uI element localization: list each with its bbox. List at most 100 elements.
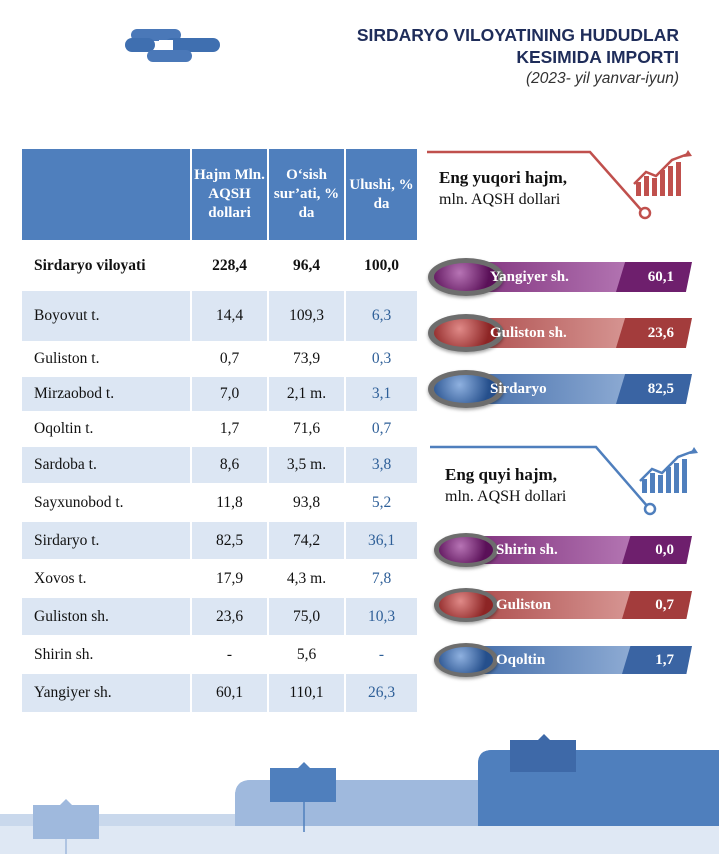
cell-share: 3,1	[344, 376, 417, 411]
cell-growth: 109,3	[267, 290, 344, 341]
cell-share: 0,3	[344, 341, 417, 376]
table-row: Xovos t. 17,9 4,3 m. 7,8	[22, 559, 417, 597]
top-item-1: Yangiyer sh. 60,1	[428, 258, 692, 296]
cell-share: 0,7	[344, 411, 417, 446]
ball-icon	[434, 643, 498, 677]
cell-name: Sirdaryo viloyati	[22, 240, 190, 290]
title-line-2: KESIMIDA IMPORTI	[516, 47, 679, 67]
table-row: Sayxunobod t. 11,8 93,8 5,2	[22, 483, 417, 521]
cell-volume: 82,5	[190, 521, 267, 559]
cell-growth: 110,1	[267, 673, 344, 712]
bottom-item-value: 0,0	[655, 542, 674, 558]
cell-growth: 74,2	[267, 521, 344, 559]
top-panel-frame	[427, 150, 652, 220]
cell-growth: 96,4	[267, 240, 344, 290]
rising-chart-icon	[639, 447, 698, 493]
cell-name: Boyovut t.	[22, 290, 190, 341]
table-row: Sirdaryo t. 82,5 74,2 36,1	[22, 521, 417, 559]
top-item-value: 82,5	[647, 381, 674, 397]
bottom-panel-heading: Eng quyi hajm, mln. AQSH dollari	[445, 465, 566, 506]
bottom-panel-subtitle: mln. AQSH dollari	[445, 488, 567, 505]
table-row: Sardoba t. 8,6 3,5 m. 3,8	[22, 446, 417, 483]
top-item-2: Guliston sh. 23,6	[428, 314, 692, 352]
cell-share: 26,3	[344, 673, 417, 712]
cell-volume: 11,8	[190, 483, 267, 521]
cell-share: 36,1	[344, 521, 417, 559]
cell-name: Xovos t.	[22, 559, 190, 597]
top-panel-subtitle: mln. AQSH dollari	[439, 191, 561, 208]
cell-volume: 23,6	[190, 597, 267, 635]
table-row-total: Sirdaryo viloyati 228,4 96,4 100,0	[22, 240, 417, 290]
cell-growth: 75,0	[267, 597, 344, 635]
cell-name: Yangiyer sh.	[22, 673, 190, 712]
cell-name: Guliston t.	[22, 341, 190, 376]
header-volume: Hajm Mln. AQSH dollari	[190, 149, 267, 240]
top-item-value: 23,6	[647, 325, 674, 341]
bottom-panel-title: Eng quyi hajm,	[445, 465, 557, 484]
rising-chart-icon	[633, 150, 692, 196]
table-row: Guliston t. 0,7 73,9 0,3	[22, 341, 417, 376]
cell-volume: -	[190, 635, 267, 673]
header-growth: O‘sish sur’ati, % da	[267, 149, 344, 240]
top-panel-heading: Eng yuqori hajm, mln. AQSH dollari	[439, 168, 567, 209]
ball-icon	[434, 588, 498, 622]
cell-volume: 60,1	[190, 673, 267, 712]
table-row: Shirin sh. -5,6-	[22, 635, 417, 673]
cell-volume: 14,4	[190, 290, 267, 341]
cell-growth: 71,6	[267, 411, 344, 446]
cell-share: 7,8	[344, 559, 417, 597]
cell-name: Sirdaryo t.	[22, 521, 190, 559]
table-header-row: Hajm Mln. AQSH dollari O‘sish sur’ati, %…	[22, 149, 417, 240]
ball-icon	[428, 314, 504, 352]
top-item-name: Guliston sh.	[490, 325, 567, 341]
top-item-3: Sirdaryo 82,5	[428, 370, 692, 408]
bottom-panel-frame	[430, 445, 657, 516]
cell-volume: 7,0	[190, 376, 267, 411]
top-panel-title: Eng yuqori hajm,	[439, 168, 567, 187]
bottom-item-name: Oqoltin	[496, 652, 546, 668]
cell-name: Mirzaobod t.	[22, 376, 190, 411]
table-row: Oqoltin t. 1,7 71,6 0,7	[22, 411, 417, 446]
cell-share: 5,2	[344, 483, 417, 521]
cell-share: 6,3	[344, 290, 417, 341]
bottom-item-value: 0,7	[655, 597, 674, 613]
top-item-value: 60,1	[647, 269, 674, 285]
cell-volume: 228,4	[190, 240, 267, 290]
import-table: Hajm Mln. AQSH dollari O‘sish sur’ati, %…	[22, 149, 417, 712]
title-period: (2023- yil yanvar-iyun)	[525, 70, 679, 87]
cell-volume: 8,6	[190, 446, 267, 483]
page-title: SIRDARYO VILOYATINING HUDUDLAR KESIMIDA …	[357, 24, 679, 89]
cell-volume: 1,7	[190, 411, 267, 446]
bottom-item-value: 1,7	[655, 652, 674, 668]
ball-icon	[428, 370, 504, 408]
table-row: Guliston sh. 23,6 75,0 10,3	[22, 597, 417, 635]
ball-icon	[434, 533, 498, 567]
cell-share: 100,0	[344, 240, 417, 290]
header-share: Ulushi, % da	[344, 149, 417, 240]
cell-share: 10,3	[344, 597, 417, 635]
cell-share: 3,8	[344, 446, 417, 483]
cell-growth: 5,6	[267, 635, 344, 673]
table-row: Yangiyer sh. 60,1 110,1 26,3	[22, 673, 417, 712]
cell-growth: 4,3 m.	[267, 559, 344, 597]
cell-name: Sardoba t.	[22, 446, 190, 483]
cell-volume: 0,7	[190, 341, 267, 376]
title-line-1: SIRDARYO VILOYATINING HUDUDLAR	[356, 25, 679, 45]
cell-name: Sayxunobod t.	[22, 483, 190, 521]
cell-name: Guliston sh.	[22, 597, 190, 635]
cell-growth: 3,5 m.	[267, 446, 344, 483]
ball-icon	[428, 258, 504, 296]
cell-name: Oqoltin t.	[22, 411, 190, 446]
chain-link-logo	[125, 29, 220, 62]
bottom-item-1: Shirin sh. 0,0	[434, 533, 692, 567]
bottom-item-3: Oqoltin 1,7	[434, 643, 692, 677]
cell-growth: 73,9	[267, 341, 344, 376]
header-name	[22, 149, 190, 240]
top-item-name: Yangiyer sh.	[490, 269, 569, 285]
cell-growth: 93,8	[267, 483, 344, 521]
table-row: Boyovut t. 14,4 109,3 6,3	[22, 290, 417, 341]
table-row: Mirzaobod t. 7,0 2,1 m. 3,1	[22, 376, 417, 411]
bottom-item-2: Guliston 0,7	[434, 588, 692, 622]
cell-growth: 2,1 m.	[267, 376, 344, 411]
bottom-item-name: Guliston	[496, 597, 552, 613]
